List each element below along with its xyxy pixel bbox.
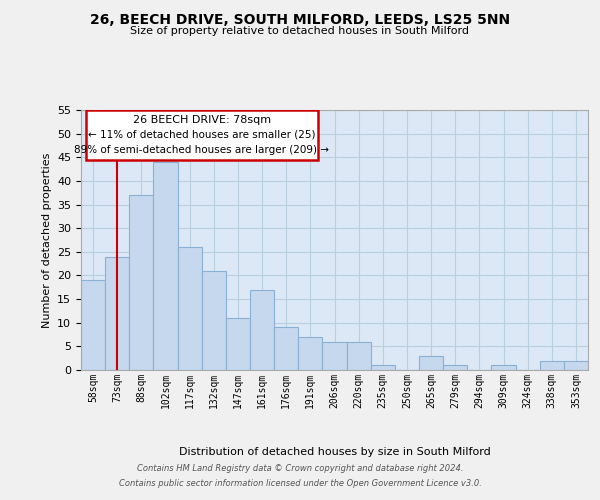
Text: Contains HM Land Registry data © Crown copyright and database right 2024.: Contains HM Land Registry data © Crown c… bbox=[137, 464, 463, 473]
Bar bbox=[298, 337, 322, 370]
Y-axis label: Number of detached properties: Number of detached properties bbox=[41, 152, 52, 328]
Text: Size of property relative to detached houses in South Milford: Size of property relative to detached ho… bbox=[131, 26, 470, 36]
FancyBboxPatch shape bbox=[86, 110, 317, 160]
Bar bbox=[129, 195, 154, 370]
X-axis label: Distribution of detached houses by size in South Milford: Distribution of detached houses by size … bbox=[179, 447, 490, 457]
Text: 89% of semi-detached houses are larger (209) →: 89% of semi-detached houses are larger (… bbox=[74, 145, 329, 155]
Bar bbox=[202, 270, 226, 370]
Bar bbox=[250, 290, 274, 370]
Text: ← 11% of detached houses are smaller (25): ← 11% of detached houses are smaller (25… bbox=[88, 130, 316, 140]
Bar bbox=[347, 342, 371, 370]
Bar bbox=[105, 256, 129, 370]
Bar bbox=[564, 360, 588, 370]
Bar bbox=[371, 366, 395, 370]
Bar bbox=[419, 356, 443, 370]
Bar bbox=[154, 162, 178, 370]
Bar bbox=[81, 280, 105, 370]
Bar bbox=[491, 366, 515, 370]
Bar bbox=[274, 328, 298, 370]
Text: Contains public sector information licensed under the Open Government Licence v3: Contains public sector information licen… bbox=[119, 478, 481, 488]
Bar bbox=[322, 342, 347, 370]
Text: 26 BEECH DRIVE: 78sqm: 26 BEECH DRIVE: 78sqm bbox=[133, 116, 271, 126]
Text: 26, BEECH DRIVE, SOUTH MILFORD, LEEDS, LS25 5NN: 26, BEECH DRIVE, SOUTH MILFORD, LEEDS, L… bbox=[90, 12, 510, 26]
Bar bbox=[443, 366, 467, 370]
Bar bbox=[178, 247, 202, 370]
Bar bbox=[540, 360, 564, 370]
Bar bbox=[226, 318, 250, 370]
